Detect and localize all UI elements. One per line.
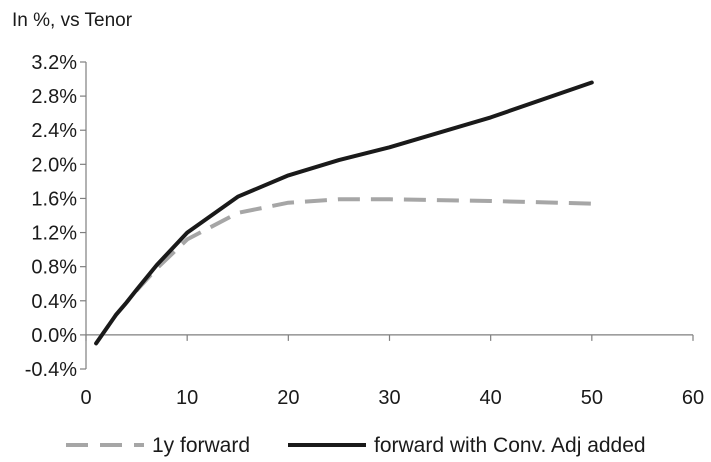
x-tick-label: 30 xyxy=(378,387,400,409)
series-group xyxy=(94,80,594,346)
x-tick-label: 60 xyxy=(682,387,704,409)
y-tick-label: 3.2% xyxy=(31,52,77,74)
axes xyxy=(85,62,693,369)
y-ticks: -0.4% 0.0% 0.4% 0.8% 1.2% 1.6% 2.0% 2.4% 2.8% 3.2… xyxy=(25,52,86,381)
legend-label-forward-conv-adj: forward with Conv. Adj added xyxy=(374,434,646,457)
y-tick-label: 1.6% xyxy=(31,188,77,210)
y-tick-label: 1.2% xyxy=(31,223,77,245)
y-tick-label: 2.0% xyxy=(31,154,77,176)
legend-label-1y-forward: 1y forward xyxy=(152,434,250,457)
x-ticks: 0 10 20 30 40 50 60 xyxy=(80,334,704,409)
x-tick-label: 20 xyxy=(277,387,299,409)
y-tick-label: 0.0% xyxy=(31,325,77,347)
x-tick-label: 10 xyxy=(176,387,198,409)
y-tick-label: 0.8% xyxy=(31,257,77,279)
series-line-1y-forward xyxy=(94,197,592,345)
y-tick-label: 2.8% xyxy=(31,86,77,108)
x-tick-label: 0 xyxy=(80,387,91,409)
legend: 1y forward forward with Conv. Adj added xyxy=(66,434,646,457)
x-tick-label: 50 xyxy=(581,387,603,409)
y-tick-label: 2.4% xyxy=(31,120,77,142)
y-tick-label: -0.4% xyxy=(25,359,77,381)
x-tick-label: 40 xyxy=(480,387,502,409)
y-tick-label: 0.4% xyxy=(31,291,77,313)
y-axis-title: In %, vs Tenor xyxy=(12,10,133,31)
series-line-forward-conv-adj xyxy=(94,80,594,346)
